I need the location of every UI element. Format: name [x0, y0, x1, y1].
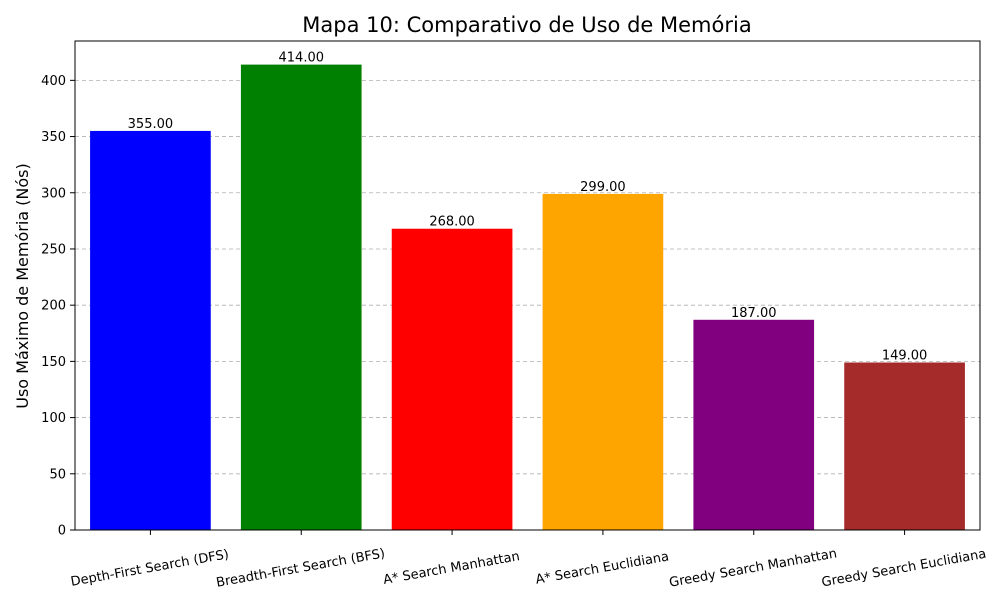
x-tick-label: Greedy Search Manhattan — [668, 546, 838, 590]
x-tick-label: A* Search Manhattan — [382, 549, 521, 588]
bar — [90, 130, 211, 530]
bar-value-label: 268.00 — [429, 215, 475, 230]
x-tick-label: Depth-First Search (DFS) — [70, 547, 230, 590]
bar — [391, 228, 513, 531]
bar-value-label: 299.00 — [580, 180, 626, 195]
axes — [74, 40, 981, 531]
y-tick-label: 50 — [49, 467, 66, 482]
bar-value-labels: 355.00 414.00 268.00 299.00 187.00 149.00 — [128, 51, 928, 364]
bar-value-label: 187.00 — [731, 306, 777, 321]
x-tick-label: Greedy Search Euclidiana — [821, 547, 988, 591]
bars — [90, 64, 965, 531]
bar — [542, 193, 664, 530]
y-axis-label: Uso Máximo de Memória (Nós) — [13, 163, 32, 409]
y-tick-label: 250 — [41, 242, 66, 257]
y-tick-label: 200 — [41, 299, 66, 314]
y-tick-label: 150 — [41, 355, 66, 370]
bar-value-label: 355.00 — [128, 117, 174, 132]
grid-lines — [75, 79, 980, 475]
bar — [240, 64, 362, 530]
y-tick-label: 300 — [41, 186, 66, 201]
x-tick-label: A* Search Euclidiana — [534, 549, 670, 587]
y-tick-label: 350 — [41, 130, 66, 145]
chart-title: Mapa 10: Comparativo de Uso de Memória — [302, 13, 751, 37]
plot-frame — [74, 40, 981, 531]
y-tick-label: 100 — [41, 411, 66, 426]
x-axis-ticks: Depth-First Search (DFS)Breadth-First Se… — [70, 530, 988, 591]
y-tick-label: 0 — [58, 524, 66, 539]
bar-value-label: 149.00 — [882, 349, 928, 364]
bar — [693, 319, 815, 530]
bar — [844, 362, 965, 530]
y-tick-label: 400 — [41, 74, 66, 89]
bar-value-label: 414.00 — [279, 51, 325, 66]
y-axis-ticks: 0 50 100 150 200 250 300 350 400 — [41, 74, 75, 539]
x-tick-label: Breadth-First Search (BFS) — [215, 546, 386, 590]
